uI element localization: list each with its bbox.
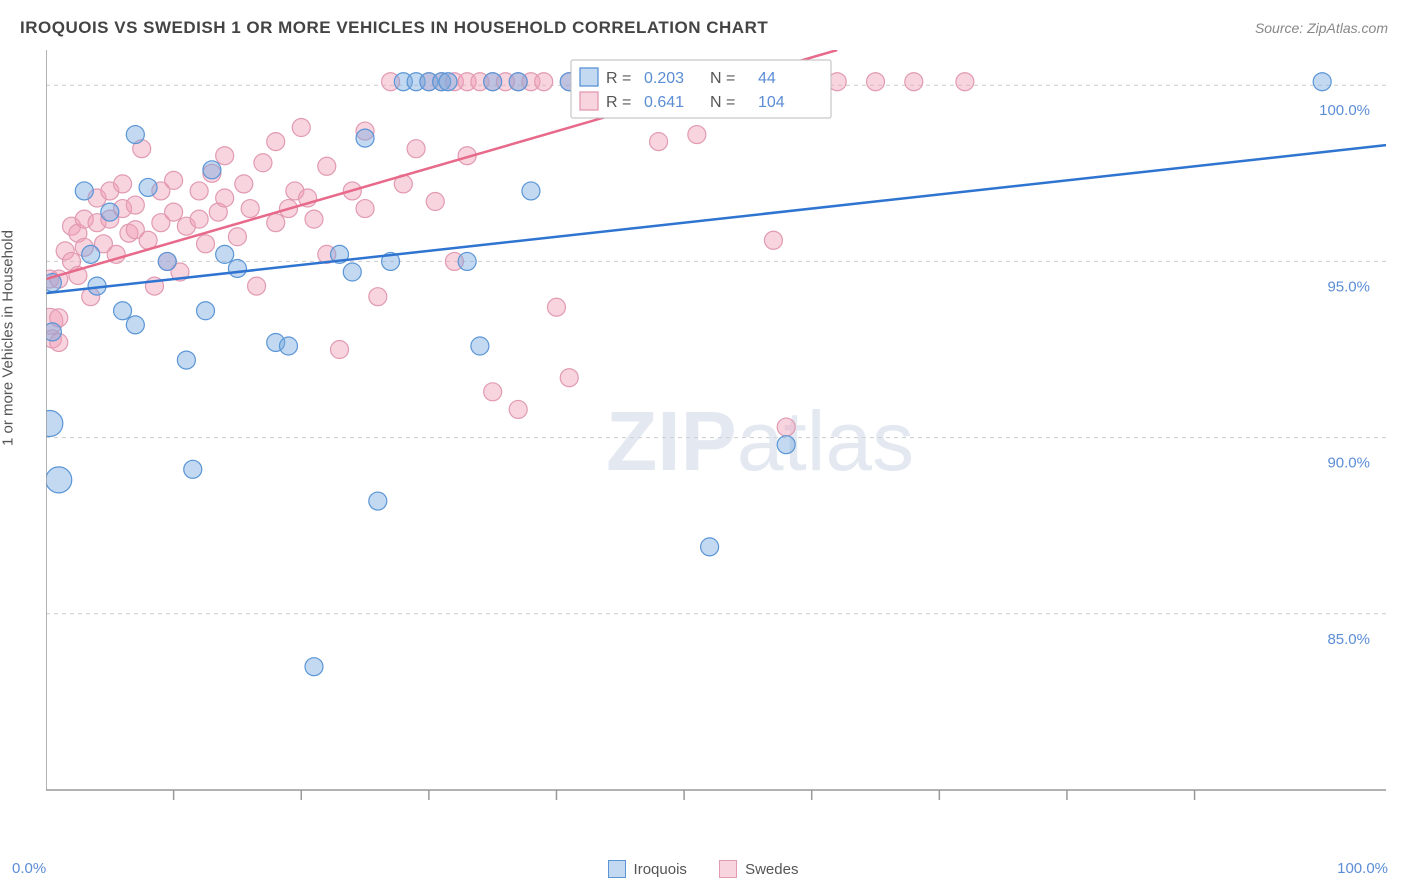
legend-label-iroquois: Iroquois	[634, 861, 687, 878]
svg-text:90.0%: 90.0%	[1327, 455, 1370, 472]
scatter-points-iroquois	[46, 73, 1331, 676]
legend-item-iroquois: Iroquois	[608, 860, 687, 878]
plot-area: ZIPatlas 85.0% 90.0% 95.0% 100.0% R = 0.203…	[46, 50, 1386, 810]
chart-title: IROQUOIS VS SWEDISH 1 OR MORE VEHICLES I…	[20, 18, 768, 38]
x-axis-min-label: 0.0%	[12, 860, 46, 877]
stats-r-label-1: R =	[606, 70, 631, 87]
y-axis-tick-labels: 85.0% 90.0% 95.0% 100.0%	[1319, 102, 1370, 648]
svg-text:85.0%: 85.0%	[1327, 631, 1370, 648]
scatter-chart-svg: ZIPatlas 85.0% 90.0% 95.0% 100.0% R = 0.203…	[46, 50, 1386, 810]
stats-swatch-swedes	[580, 92, 598, 110]
x-axis-ticks	[174, 790, 1195, 800]
footer-legend: Iroquois Swedes 0.0% 100.0%	[0, 860, 1406, 882]
legend-swatch-iroquois	[608, 860, 626, 878]
watermark: ZIPatlas	[606, 394, 914, 488]
source-attribution: Source: ZipAtlas.com	[1255, 20, 1388, 36]
legend-item-swedes: Swedes	[719, 860, 798, 878]
svg-text:95.0%: 95.0%	[1327, 278, 1370, 295]
scatter-points-swedes	[46, 73, 974, 436]
stats-legend-box: R = 0.203 N = 44 R = 0.641 N = 104	[571, 60, 831, 118]
stats-n-label-2: N =	[710, 94, 735, 111]
stats-r-value-2: 0.641	[644, 94, 684, 111]
stats-r-label-2: R =	[606, 94, 631, 111]
stats-n-value-2: 104	[758, 94, 785, 111]
gridlines	[46, 85, 1386, 614]
x-axis-max-label: 100.0%	[1337, 860, 1388, 877]
stats-n-label-1: N =	[710, 70, 735, 87]
trend-line-iroquois	[46, 145, 1386, 293]
y-axis-label: 1 or more Vehicles in Household	[0, 230, 17, 446]
svg-text:100.0%: 100.0%	[1319, 102, 1370, 119]
stats-n-value-1: 44	[758, 70, 776, 87]
stats-swatch-iroquois	[580, 68, 598, 86]
stats-r-value-1: 0.203	[644, 70, 684, 87]
legend-label-swedes: Swedes	[745, 861, 798, 878]
chart-container: IROQUOIS VS SWEDISH 1 OR MORE VEHICLES I…	[0, 0, 1406, 892]
legend-swatch-swedes	[719, 860, 737, 878]
